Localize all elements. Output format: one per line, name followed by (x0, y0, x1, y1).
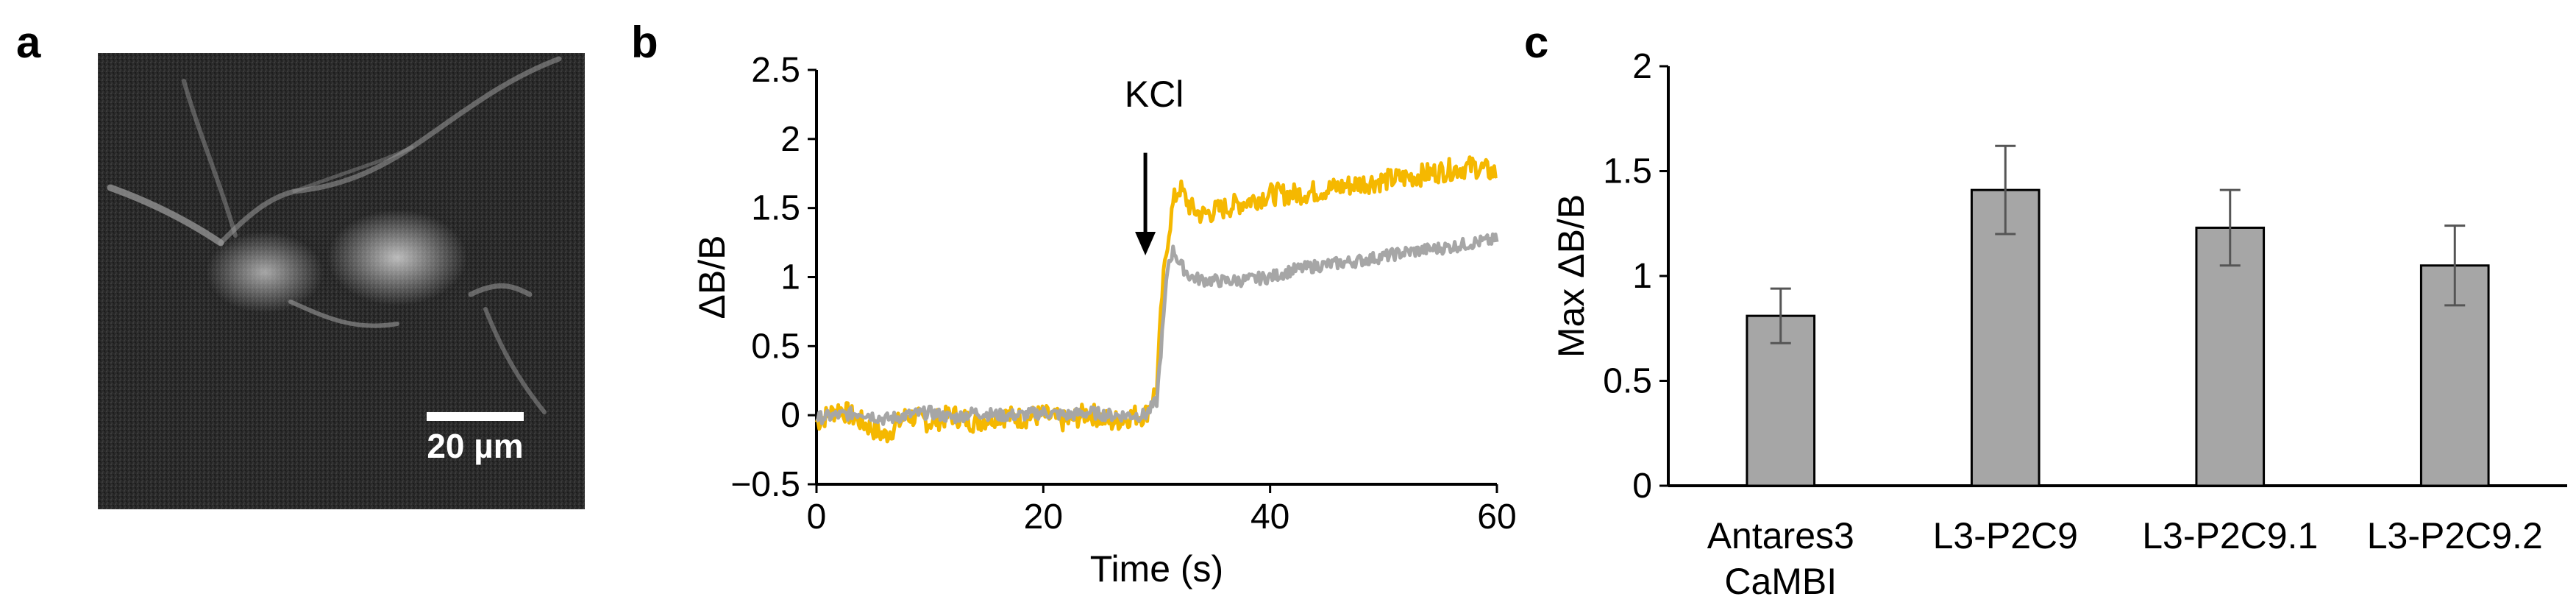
bar-chart: 0 0.5 1 1.5 2 Antares3 CaMBI L3-P2C9 L3-P2C9.1 L… (1551, 47, 2567, 602)
line-chart-series (814, 155, 1499, 444)
bar-category-label-line: L3-P2C9 (1933, 515, 2078, 556)
bar-category-label: Antares3 CaMBI (1707, 515, 1854, 602)
line-chart-x-ticks: 0 20 40 60 (807, 484, 1517, 537)
line-chart-y-tick-label: −0.5 (730, 465, 800, 504)
panel-a-letter: a (16, 18, 41, 67)
bar (1970, 188, 2040, 487)
bar-category-label: L3-P2C9 (1933, 515, 2078, 556)
line-chart-axes (815, 70, 1497, 486)
line-chart-y-tick-label: 1 (780, 258, 800, 297)
line-chart-x-tick-label: 20 (1024, 498, 1063, 537)
bar-chart-y-ticks: 0 0.5 1 1.5 2 (1603, 47, 1668, 506)
bar-category-label-line: L3-P2C9.1 (2142, 515, 2318, 556)
bar-chart-y-tick-label: 1.5 (1603, 152, 1652, 191)
line-chart-y-label: ΔB/B (691, 236, 733, 319)
bar (2419, 264, 2490, 487)
kcl-annotation-label: KCl (1125, 74, 1184, 115)
line-chart-y-tick-label: 0 (780, 396, 800, 435)
line-chart-y-ticks: −0.5 0 0.5 1 1.5 2 2.5 (730, 51, 816, 504)
line-chart-x-tick-label: 60 (1477, 498, 1516, 537)
kcl-arrow-head (1135, 231, 1156, 255)
bar-chart-y-tick-label: 2 (1632, 47, 1652, 86)
panel-b-letter: b (631, 18, 658, 67)
line-chart-y-tick-label: 2.5 (751, 51, 800, 90)
bar-chart-y-label: Max ΔB/B (1551, 194, 1592, 358)
bar-chart-y-tick-label: 1 (1632, 257, 1652, 296)
bar-category-label-line: Antares3 (1707, 515, 1854, 556)
line-chart-y-tick-label: 1.5 (751, 189, 800, 228)
bar-chart-y-tick-label: 0 (1632, 467, 1652, 506)
cell-body-left (206, 232, 324, 313)
bar-category-label: L3-P2C9.2 (2367, 515, 2543, 556)
line-chart-y-tick-label: 0.5 (751, 327, 800, 366)
line-chart-x-label: Time (s) (1090, 548, 1223, 590)
scale-bar (427, 412, 524, 421)
panel-c-letter: c (1524, 18, 1548, 67)
line-chart-x-tick-label: 0 (807, 498, 827, 537)
line-chart: −0.500.511.522.5 0 20 40 60 Time (s) ΔB/B K… (691, 51, 1517, 590)
bar-chart-y-tick-label: 0.5 (1603, 362, 1652, 401)
gray-trace-line (815, 232, 1499, 426)
cell-body-right (327, 210, 467, 305)
neuron-cells (107, 56, 562, 414)
bar-category-label: L3-P2C9.1 (2142, 515, 2318, 556)
bar-chart-category-labels: Antares3 CaMBI L3-P2C9 L3-P2C9.1 L3-P2C9.2 (1707, 515, 2543, 602)
bar-chart-bars (1746, 144, 2490, 487)
line-chart-y-tick-label: 2 (780, 120, 800, 159)
micrograph-panel: 20 µm (98, 53, 585, 509)
line-chart-x-tick-label: 40 (1250, 498, 1289, 537)
bar-category-label-line: CaMBI (1724, 561, 1837, 602)
bar-category-label-line: L3-P2C9.2 (2367, 515, 2543, 556)
scale-bar-label: 20 µm (427, 427, 523, 465)
